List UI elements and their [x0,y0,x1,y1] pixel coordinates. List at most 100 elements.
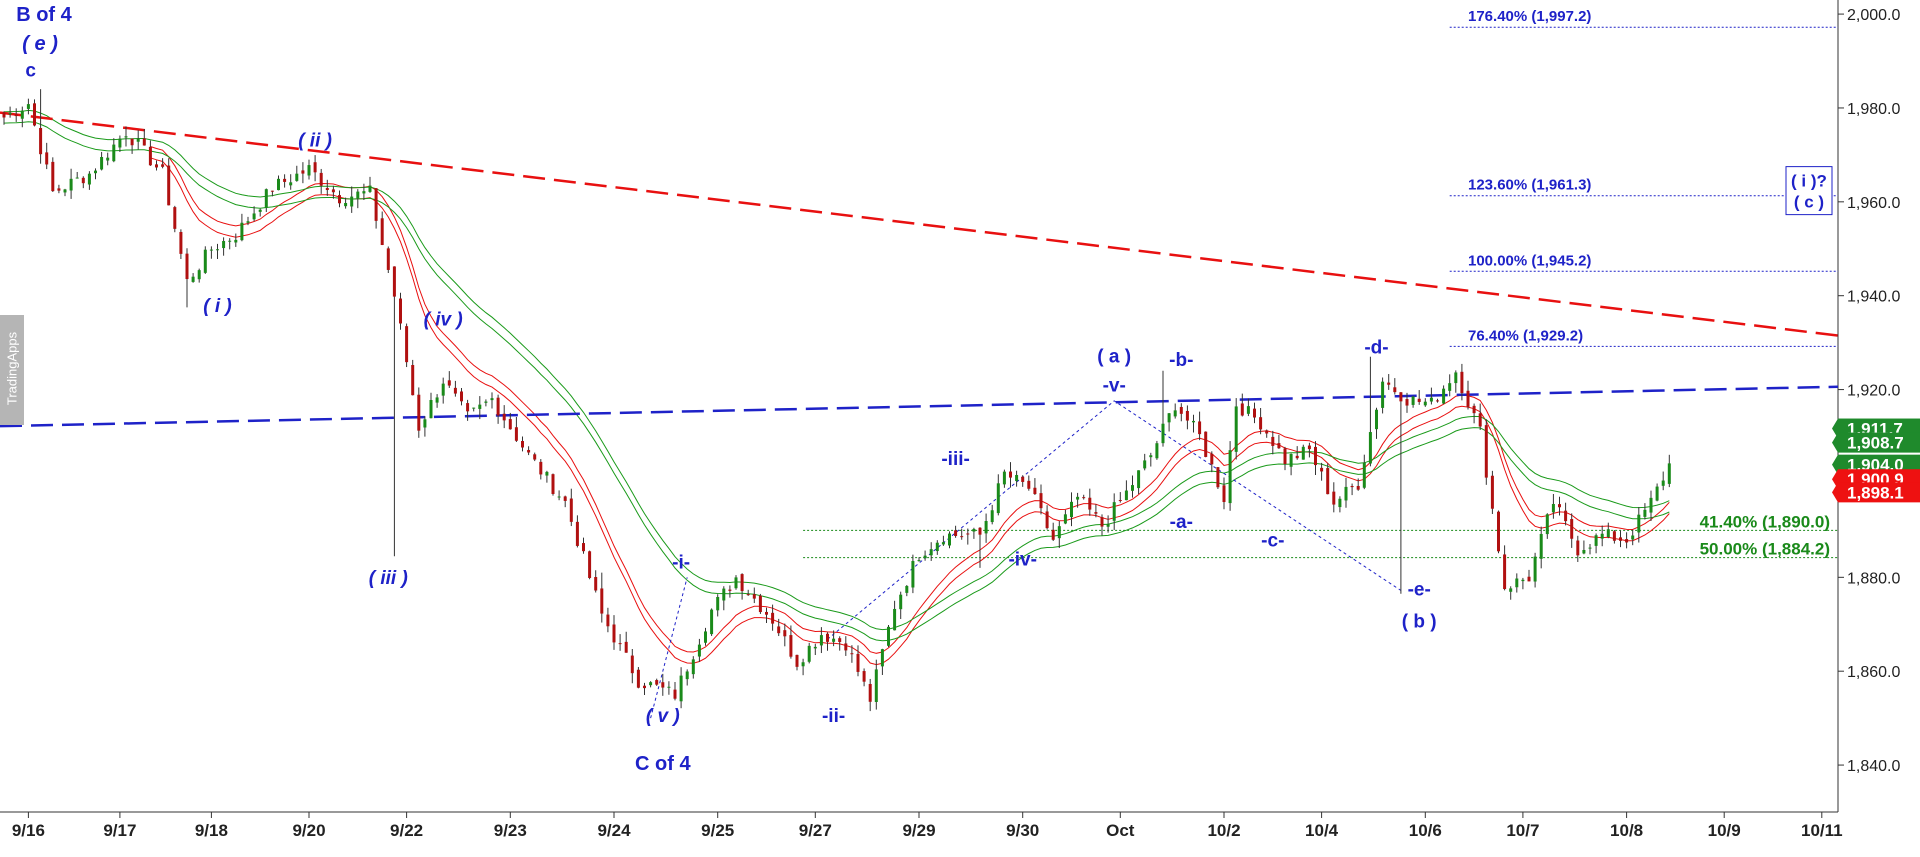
wave-label: -a- [1170,512,1193,533]
candle-body [1326,468,1330,495]
candle-body [777,626,781,634]
candle-body [1076,496,1080,500]
candle-body [996,483,1000,514]
candle-body [826,633,829,642]
x-tick-label: 9/25 [701,821,734,840]
candle-body [124,136,128,138]
candle-body [490,398,494,401]
candle-body [173,207,177,229]
candle-body [1393,387,1397,393]
wave-label: -d- [1364,337,1388,358]
candle-body [362,191,366,194]
candle-body [1588,547,1592,549]
candle-body [710,609,714,635]
candle-body [344,202,348,207]
candle-body [1387,382,1391,385]
wave-path [650,577,688,719]
candle-body [771,612,775,624]
candle-body [1460,371,1464,394]
y-tick-label: 1,960.0 [1847,195,1900,212]
candle-body [923,555,927,559]
candle-body [1490,475,1494,509]
candle-body [1070,501,1073,518]
candle-body [655,680,659,685]
x-tick-label: 9/16 [12,821,45,840]
price-tag-arrow [1832,454,1838,475]
candle-body [752,594,756,599]
price-tag-box [1838,482,1920,503]
candle-body [557,496,561,498]
candle-body [1423,401,1427,406]
candle-body [899,594,903,610]
candle-body [1600,533,1604,539]
candle-body [838,638,842,642]
candle-body [1399,392,1403,402]
candle-body [990,510,994,523]
candle-body [1643,509,1647,517]
wave-label: -b- [1169,350,1193,371]
candle-body [704,631,707,643]
candle-body [1344,486,1348,501]
candle-body [813,646,817,649]
candle-body [1167,413,1171,423]
candle-body [350,196,354,207]
candle-body [941,542,945,545]
candle-body [502,413,506,421]
candle-body [216,249,219,251]
candle-body [868,683,872,702]
candle-body [374,188,378,221]
candle-body [1143,460,1147,469]
candle-body [167,165,171,206]
candle-body [972,528,976,532]
candle-body [423,419,427,428]
wave-label: ( b ) [1402,612,1437,633]
candle-body [1503,554,1507,590]
price-tag-arrow [1832,418,1838,439]
candle-body [600,588,604,614]
candle-body [874,669,878,703]
candle-body [643,685,646,689]
candle-body [1277,443,1281,449]
fibonacci-levels: 176.40% (1,997.2) 123.60% (1,961.3) 100.00… [803,8,1838,559]
candle-body [1271,436,1275,446]
candle-body [1582,549,1586,554]
candle-body [1100,517,1104,527]
wave-label: -v- [1103,375,1126,396]
candle-body [1478,413,1482,427]
candle-body [1545,514,1549,535]
candle-body [386,248,390,270]
candle-body [14,114,18,117]
candle-body [588,551,592,578]
candle-body [277,178,280,191]
candle-body [563,496,567,501]
candle-body [807,645,811,662]
candle-body [1375,409,1378,430]
candle-body [264,189,268,208]
candle-body [1332,491,1336,505]
candle-body [87,173,91,185]
candle-body [283,178,287,182]
candle-body [338,195,341,204]
candle-body [466,403,470,412]
candle-body [966,533,970,535]
candle-body [161,164,165,167]
candle-body [63,189,67,193]
candle-body [905,586,909,593]
fib-level-label: 41.40% (1,890.0) [1700,512,1830,531]
candle-body [1198,421,1202,435]
y-tick-label: 1,860.0 [1847,664,1900,681]
candle-body [1539,533,1543,559]
fib-level-label: 123.60% (1,961.3) [1468,177,1591,194]
candle-body [691,659,695,675]
candle-body [148,146,152,166]
candle-body [1002,471,1006,485]
candle-body [26,104,30,109]
candle-body [1448,383,1452,391]
candle-body [746,594,750,596]
moving-averages [3,109,1670,666]
candle-body [1515,578,1519,588]
candle-body [1173,410,1177,417]
candle-body [1131,485,1134,491]
candle-body [734,577,738,589]
wave-label: B of 4 [16,4,72,26]
